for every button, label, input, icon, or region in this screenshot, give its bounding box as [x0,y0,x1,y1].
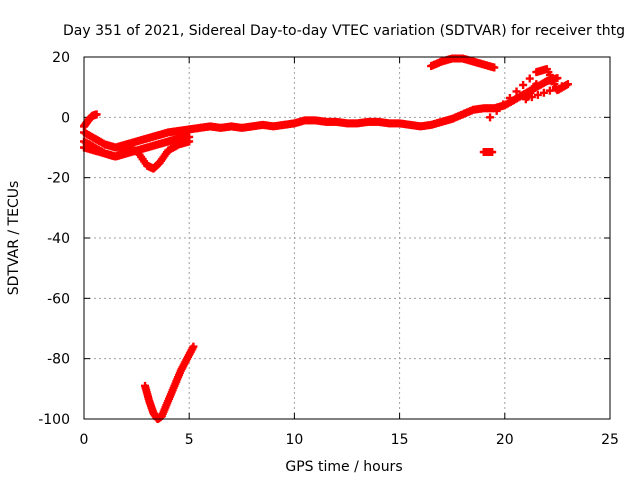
series-scattered [486,65,572,122]
data-point [557,82,566,91]
x-axis-label: GPS time / hours [285,459,402,475]
plot-frame [83,56,611,420]
y-axis-label: SDTVAR / TECUs [6,181,22,296]
data-point [539,88,548,97]
series-deep-arc [141,342,198,423]
data-point [189,342,198,351]
chart-title: Day 351 of 2021, Sidereal Day-to-day VTE… [63,23,625,39]
series-high-arc [427,54,499,72]
x-tick-label: 10 [285,432,303,448]
series-main-band [80,74,562,152]
data-point [185,137,194,146]
y-tick-label: -40 [47,231,70,247]
axis-ticks: -100 -80 -60 -40 -20 0 20 0 5 10 15 20 25 [38,50,619,448]
data-points [80,54,572,423]
series-early-rise [80,110,101,131]
data-point [551,84,560,93]
x-tick-label: 0 [80,432,89,448]
series-isolated-segment [479,148,497,157]
x-tick-label: 15 [391,432,409,448]
data-point [499,100,508,109]
data-point [488,148,497,157]
x-tick-label: 20 [496,432,514,448]
data-point [92,110,101,119]
y-tick-label: -20 [47,171,70,187]
data-point [525,74,534,83]
x-tick-label: 25 [601,432,619,448]
x-tick-label: 5 [185,432,194,448]
series-dip-loop [80,137,194,173]
y-tick-label: -100 [38,412,70,428]
data-point [532,80,541,89]
data-point [486,113,495,122]
y-tick-label: -80 [47,352,70,368]
data-point [512,87,521,96]
data-point [533,90,542,99]
y-tick-label: 20 [52,50,70,66]
data-point [545,86,554,95]
data-point [505,93,514,102]
data-point [490,63,499,72]
y-tick-label: 0 [61,110,70,126]
y-tick-label: -60 [47,291,70,307]
data-point [563,80,572,89]
data-point [519,81,528,90]
data-point [492,106,501,115]
